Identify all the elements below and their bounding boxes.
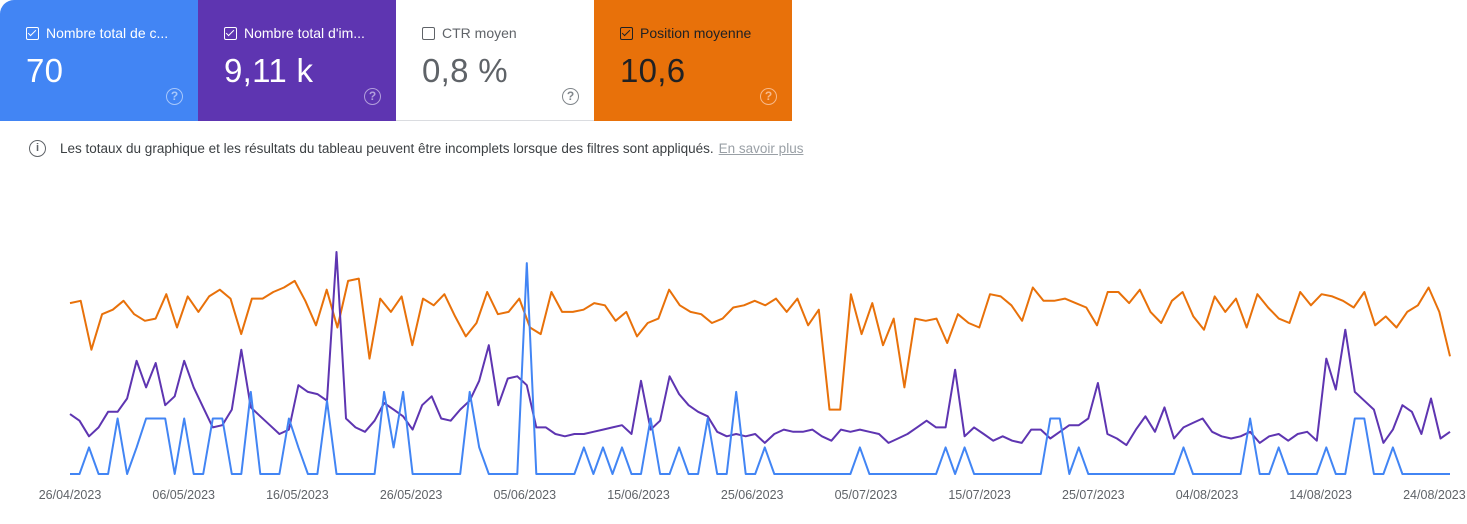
metric-value: 9,11 k: [224, 52, 314, 89]
metric-label-text: CTR moyen: [442, 25, 517, 41]
chart-series: [69, 251, 1451, 475]
help-icon[interactable]: ?: [562, 88, 579, 105]
x-tick-label: 26/04/2023: [38, 488, 102, 502]
metric-label-text: Nombre total d'im...: [244, 25, 365, 41]
metric-label-text: Position moyenne: [640, 25, 752, 41]
x-tick-label: 05/07/2023: [834, 488, 898, 502]
checkbox-icon[interactable]: [620, 26, 633, 40]
series-line: [69, 251, 1451, 447]
x-tick-label: 06/05/2023: [152, 488, 215, 502]
checkbox-icon[interactable]: [422, 26, 435, 40]
performance-line-chart[interactable]: [0, 230, 1467, 490]
x-tick-label: 25/07/2023: [1062, 488, 1125, 502]
x-tick-label: 05/06/2023: [493, 488, 557, 502]
metric-card-impressions[interactable]: Nombre total d'im... 9,11 k ?: [198, 0, 396, 121]
series-line: [69, 277, 1451, 411]
metric-card-position[interactable]: Position moyenne 10,6 ?: [594, 0, 792, 121]
metric-label: Nombre total de c...: [26, 25, 168, 41]
help-icon[interactable]: ?: [760, 88, 777, 105]
metric-card-clicks[interactable]: Nombre total de c... 70 ?: [0, 0, 198, 121]
metric-value: 70: [26, 52, 64, 89]
checkbox-icon[interactable]: [26, 26, 39, 40]
help-icon[interactable]: ?: [364, 88, 381, 105]
metric-card-ctr[interactable]: CTR moyen 0,8 % ?: [396, 0, 594, 121]
metric-value: 0,8 %: [422, 52, 508, 89]
metric-label: CTR moyen: [422, 25, 517, 41]
x-tick-label: 15/06/2023: [607, 488, 670, 502]
x-tick-label: 15/07/2023: [948, 488, 1011, 502]
help-icon[interactable]: ?: [166, 88, 183, 105]
filter-notice: i Les totaux du graphique et les résulta…: [29, 140, 803, 157]
x-tick-label: 04/08/2023: [1175, 488, 1239, 502]
x-tick-label: 24/08/2023: [1403, 488, 1466, 502]
metric-value: 10,6: [620, 52, 686, 89]
info-icon: i: [29, 140, 46, 157]
x-tick-label: 14/08/2023: [1289, 488, 1352, 502]
metric-label-text: Nombre total de c...: [46, 25, 169, 41]
x-axis: 26/04/2023 06/05/2023 16/05/2023 26/05/2023…: [0, 488, 1467, 506]
learn-more-link[interactable]: En savoir plus: [718, 141, 804, 156]
metric-label: Position moyenne: [620, 25, 751, 41]
x-tick-label: 16/05/2023: [266, 488, 329, 502]
x-tick-label: 26/05/2023: [379, 488, 443, 502]
notice-text: Les totaux du graphique et les résultats…: [60, 141, 714, 156]
checkbox-icon[interactable]: [224, 26, 237, 40]
metric-label: Nombre total d'im...: [224, 25, 365, 41]
series-line: [70, 262, 1450, 475]
x-tick-label: 25/06/2023: [720, 488, 784, 502]
metric-cards: Nombre total de c... 70 ? Nombre total d…: [0, 0, 792, 121]
